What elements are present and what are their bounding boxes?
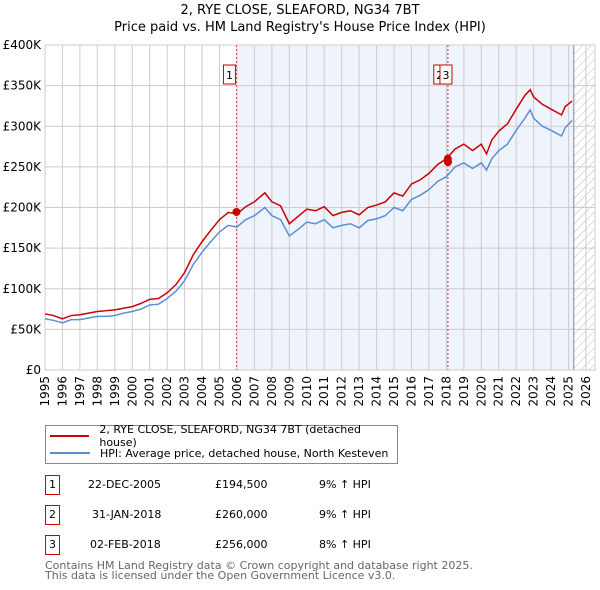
x-tick-label: 2000 xyxy=(125,376,139,407)
red-line-swatch xyxy=(50,435,90,437)
x-tick-label: 2025 xyxy=(562,376,576,407)
sale-hpi: 9% ↑ HPI xyxy=(319,478,371,491)
plot-area: 1995 1996 1997 1998 1999 2000 2001 2002 2003 2004… xyxy=(3,38,596,407)
x-tick-label: 2023 xyxy=(527,376,541,407)
sale-price: £256,000 xyxy=(215,538,268,551)
y-tick-label: £150K xyxy=(3,241,43,255)
sale-date: 02-FEB-2018 xyxy=(90,538,161,551)
sale-point xyxy=(232,207,241,216)
sale-row: 3 02-FEB-2018 £256,000 8% ↑ HPI xyxy=(45,535,445,555)
x-tick-label: 2016 xyxy=(404,376,418,407)
legend-label: 2, RYE CLOSE, SLEAFORD, NG34 7BT (detach… xyxy=(99,423,361,449)
sale-marker-badge: 2 xyxy=(45,505,60,525)
sale-date: 31-JAN-2018 xyxy=(92,508,162,521)
x-tick-label: 2019 xyxy=(457,376,471,407)
chart-subtitle: Price paid vs. HM Land Registry's House … xyxy=(114,20,486,35)
x-tick-label: 2009 xyxy=(282,376,296,407)
y-tick-label: £100K xyxy=(3,282,43,296)
sale-label-box xyxy=(222,64,236,85)
legend-item-hpi: HPI: Average price, detached house, Nort… xyxy=(46,445,388,461)
footer-licence: This data is licensed under the Open Gov… xyxy=(45,569,396,582)
sale-label: 3 xyxy=(442,69,449,82)
x-tick-label: 2024 xyxy=(544,376,558,407)
y-tick-label: £200K xyxy=(3,201,43,215)
x-tick-label: 2015 xyxy=(387,376,401,407)
x-tick-label: 1998 xyxy=(90,376,104,407)
legend-item-property: 2, RYE CLOSE, SLEAFORD, NG34 7BT (detach… xyxy=(46,423,397,449)
y-tick-label: £50K xyxy=(10,322,42,336)
y-tick-label: £350K xyxy=(3,79,43,93)
sale-label-box xyxy=(439,64,453,85)
y-tick-label: £400K xyxy=(3,38,43,52)
x-tick-label: 2013 xyxy=(352,376,366,407)
x-tick-label: 1999 xyxy=(108,376,122,407)
legend-label: HPI: Average price, detached house, Nort… xyxy=(100,446,389,460)
x-tick-label: 2003 xyxy=(178,376,192,407)
x-tick-label: 2005 xyxy=(213,376,227,407)
y-tick-label: £250K xyxy=(3,160,43,174)
x-tick-label: 2008 xyxy=(265,376,279,407)
sale-price: £260,000 xyxy=(215,508,268,521)
x-tick-label: 2014 xyxy=(370,376,384,407)
x-tick-label: 1995 xyxy=(38,376,52,407)
sale-marker-badge: 1 xyxy=(45,475,60,495)
x-tick-label: 2010 xyxy=(300,376,314,407)
y-tick-label: £300K xyxy=(3,119,43,133)
sale-row: 1 22-DEC-2005 £194,500 9% ↑ HPI xyxy=(45,475,445,495)
x-tick-label: 2004 xyxy=(195,376,209,407)
x-tick-label: 2007 xyxy=(247,376,261,407)
sale-label: 1 xyxy=(226,69,233,82)
property-price-line xyxy=(44,88,573,320)
footer-copyright: Contains HM Land Registry data © Crown c… xyxy=(45,559,473,572)
x-tick-label: 2026 xyxy=(579,376,593,407)
x-tick-label: 2002 xyxy=(160,376,174,407)
x-tick-label: 1997 xyxy=(73,376,87,407)
x-tick-label: 2006 xyxy=(230,376,244,407)
sale-hpi: 9% ↑ HPI xyxy=(319,508,371,521)
x-tick-label: 1996 xyxy=(55,376,69,407)
plot-border xyxy=(44,44,596,371)
sale-point xyxy=(443,158,452,166)
x-tick-label: 2017 xyxy=(422,376,436,407)
sale-price: £194,500 xyxy=(215,478,268,491)
x-tick-label: 2022 xyxy=(509,376,523,407)
sale-row: 2 31-JAN-2018 £260,000 9% ↑ HPI xyxy=(45,505,445,525)
y-tick-label: £0 xyxy=(26,363,41,377)
sale-hpi: 8% ↑ HPI xyxy=(319,538,371,551)
sale-date: 22-DEC-2005 xyxy=(88,478,162,491)
x-tick-label: 2020 xyxy=(474,376,488,407)
footer: Contains HM Land Registry data © Crown c… xyxy=(45,559,473,582)
legend: 2, RYE CLOSE, SLEAFORD, NG34 7BT (detach… xyxy=(45,423,398,464)
x-tick-label: 2001 xyxy=(143,376,157,407)
x-tick-label: 2018 xyxy=(439,376,453,407)
blue-line-swatch xyxy=(50,452,90,454)
chart-title: 2, RYE CLOSE, SLEAFORD, NG34 7BT xyxy=(180,3,420,18)
hpi-line xyxy=(44,108,573,324)
sale-marker-badge: 3 xyxy=(45,535,60,555)
x-tick-label: 2021 xyxy=(492,376,506,407)
x-tick-label: 2011 xyxy=(317,376,331,407)
x-tick-label: 2012 xyxy=(335,376,349,407)
